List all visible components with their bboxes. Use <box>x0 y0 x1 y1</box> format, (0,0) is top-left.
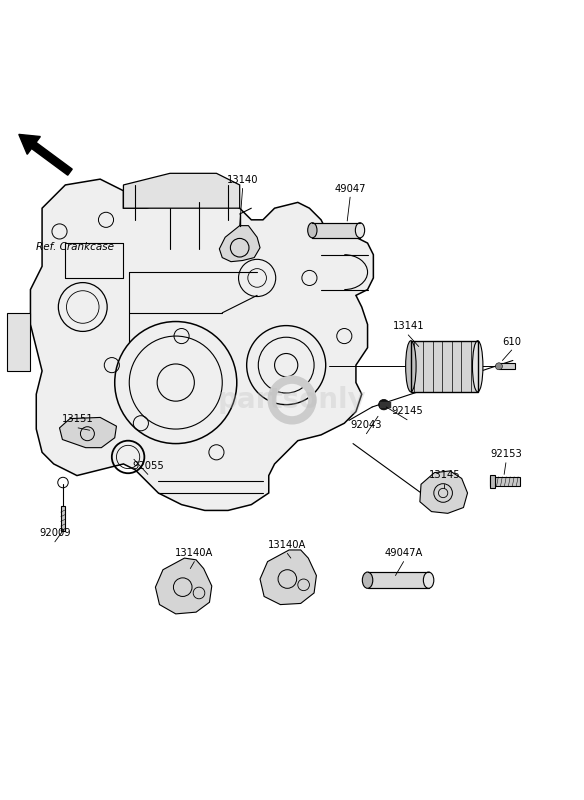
Polygon shape <box>420 471 468 514</box>
Bar <box>489 477 520 486</box>
Text: 13140A: 13140A <box>268 540 307 550</box>
Polygon shape <box>155 558 212 614</box>
Text: 610: 610 <box>502 337 521 346</box>
Circle shape <box>378 399 389 410</box>
Ellipse shape <box>472 341 483 392</box>
Text: 49047: 49047 <box>335 184 366 194</box>
Bar <box>411 341 478 392</box>
Bar <box>499 363 515 369</box>
Ellipse shape <box>406 341 416 392</box>
Polygon shape <box>220 226 260 262</box>
Polygon shape <box>30 179 373 510</box>
Text: 92009: 92009 <box>39 528 71 538</box>
Text: 92055: 92055 <box>132 461 164 471</box>
Polygon shape <box>60 418 116 448</box>
Bar <box>489 475 495 488</box>
Ellipse shape <box>308 222 317 238</box>
Bar <box>312 222 360 238</box>
Text: 92043: 92043 <box>350 420 382 430</box>
Text: 92145: 92145 <box>391 406 423 416</box>
Text: 49047A: 49047A <box>384 548 423 558</box>
Bar <box>380 402 391 407</box>
Text: 13141: 13141 <box>392 322 424 331</box>
FancyArrow shape <box>19 134 72 175</box>
Bar <box>61 506 65 530</box>
Ellipse shape <box>423 572 434 588</box>
Circle shape <box>495 363 502 370</box>
Text: 13145: 13145 <box>429 470 460 480</box>
Polygon shape <box>123 174 239 208</box>
Polygon shape <box>7 313 30 371</box>
Text: 13140A: 13140A <box>175 548 214 558</box>
Text: 13151: 13151 <box>62 414 94 425</box>
Text: 13140: 13140 <box>227 175 258 185</box>
Bar <box>367 572 429 588</box>
Text: Ref. Crankcase: Ref. Crankcase <box>36 242 114 252</box>
Ellipse shape <box>355 222 364 238</box>
Polygon shape <box>260 550 317 605</box>
Text: 92153: 92153 <box>490 450 522 459</box>
Text: partsonly: partsonly <box>218 386 366 414</box>
Bar <box>411 341 478 392</box>
Ellipse shape <box>362 572 373 588</box>
